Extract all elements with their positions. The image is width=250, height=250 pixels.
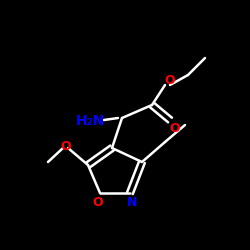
Text: O: O [61,140,71,153]
Text: O: O [165,74,175,86]
Text: O: O [170,122,180,134]
Text: O: O [93,196,103,208]
Text: N: N [127,196,137,208]
Text: H₂N: H₂N [76,114,104,128]
